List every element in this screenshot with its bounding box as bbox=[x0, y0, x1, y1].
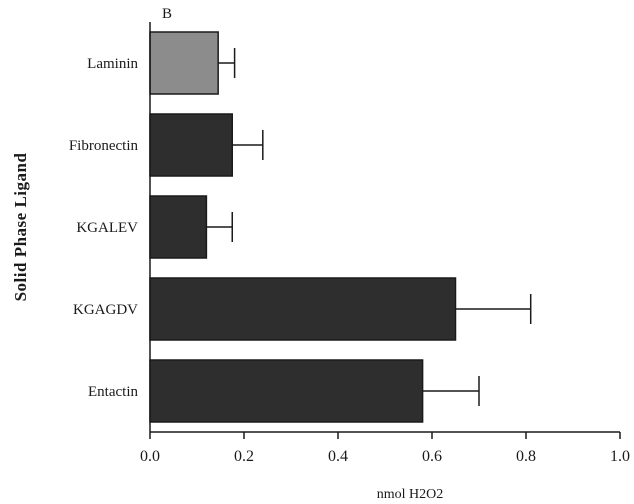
x-tick-label: 0.8 bbox=[516, 448, 536, 465]
bar-kgagdv bbox=[149, 277, 457, 341]
error-bars bbox=[206, 48, 532, 406]
x-tick-label: 0.4 bbox=[328, 448, 348, 465]
x-tick-label: 0.6 bbox=[422, 448, 442, 465]
category-label-kgagdv: KGAGDV bbox=[73, 302, 138, 318]
panel-label: B bbox=[162, 6, 172, 22]
bar-kgalev bbox=[149, 195, 208, 259]
category-label-fibronectin: Fibronectin bbox=[69, 138, 139, 154]
bar-fibronectin bbox=[149, 113, 233, 177]
category-label-entactin: Entactin bbox=[88, 384, 138, 400]
bar-entactin bbox=[149, 359, 424, 423]
x-axis-title: nmol H2O2 bbox=[377, 487, 444, 502]
category-labels: Laminin Fibronectin KGALEV KGAGDV Entactin bbox=[69, 56, 139, 400]
axes bbox=[149, 22, 620, 433]
x-tick-label: 0.2 bbox=[234, 448, 254, 465]
bars bbox=[149, 31, 457, 423]
x-tick-label: 0.0 bbox=[140, 448, 160, 465]
category-label-laminin: Laminin bbox=[87, 56, 138, 72]
x-ticks: 0.0 0.2 0.4 0.6 0.8 1.0 bbox=[140, 432, 630, 465]
category-label-kgalev: KGALEV bbox=[76, 220, 138, 236]
y-axis-title: Solid Phase Ligand bbox=[11, 153, 30, 302]
bar-laminin bbox=[149, 31, 219, 95]
x-tick-label: 1.0 bbox=[610, 448, 630, 465]
